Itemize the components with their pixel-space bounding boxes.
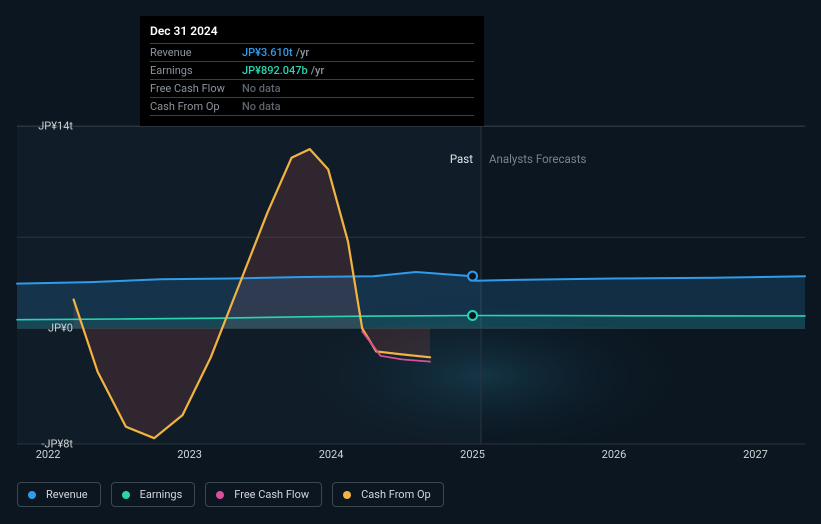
tooltip-row: EarningsJP¥892.047b/yr	[150, 62, 474, 80]
x-axis-label: 2022	[36, 448, 61, 461]
tooltip-row: Free Cash FlowNo data	[150, 80, 474, 98]
legend-item-earnings[interactable]: Earnings	[111, 482, 196, 507]
legend-swatch	[122, 491, 130, 499]
legend-item-cash-from-op[interactable]: Cash From Op	[332, 482, 444, 507]
legend: Revenue Earnings Free Cash Flow Cash From O…	[17, 482, 444, 507]
past-label: Past	[450, 152, 473, 166]
tooltip-row-label: Cash From Op	[150, 100, 242, 113]
legend-swatch	[343, 491, 351, 499]
tooltip-row: RevenueJP¥3.610t/yr	[150, 44, 474, 62]
tooltip-row-label: Revenue	[150, 46, 242, 59]
x-axis-label: 2024	[319, 448, 344, 461]
tooltip-box: Dec 31 2024 RevenueJP¥3.610t/yrEarningsJ…	[140, 16, 484, 126]
legend-label: Cash From Op	[361, 488, 431, 501]
tooltip-row-label: Earnings	[150, 64, 242, 77]
legend-swatch	[28, 491, 36, 499]
tooltip-row-value: JP¥3.610t/yr	[242, 46, 309, 59]
y-axis-label: JP¥0	[48, 322, 73, 335]
x-axis-label: 2027	[743, 448, 768, 461]
legend-item-revenue[interactable]: Revenue	[17, 482, 101, 507]
tooltip-row-value: No data	[242, 100, 281, 113]
tooltip-row: Cash From OpNo data	[150, 98, 474, 116]
tooltip-row-value: No data	[242, 82, 281, 95]
x-axis: 2022 2023 2024 2025 2026 2027	[17, 448, 805, 468]
legend-label: Revenue	[46, 488, 88, 501]
x-axis-label: 2026	[602, 448, 627, 461]
legend-item-free-cash-flow[interactable]: Free Cash Flow	[205, 482, 322, 507]
legend-swatch	[216, 491, 224, 499]
x-axis-label: 2023	[177, 448, 202, 461]
y-axis-label: JP¥14t	[38, 120, 73, 133]
forecast-label: Analysts Forecasts	[489, 152, 586, 166]
chart-area: JP¥14tJP¥0-JP¥8t Past Analysts Forecasts	[17, 126, 805, 444]
legend-label: Free Cash Flow	[234, 488, 309, 501]
tooltip-row-value: JP¥892.047b/yr	[242, 64, 324, 77]
tooltip-row-label: Free Cash Flow	[150, 82, 242, 95]
tooltip-date: Dec 31 2024	[150, 24, 474, 44]
x-axis-label: 2025	[460, 448, 485, 461]
legend-label: Earnings	[140, 488, 183, 501]
chart-svg	[17, 126, 805, 444]
